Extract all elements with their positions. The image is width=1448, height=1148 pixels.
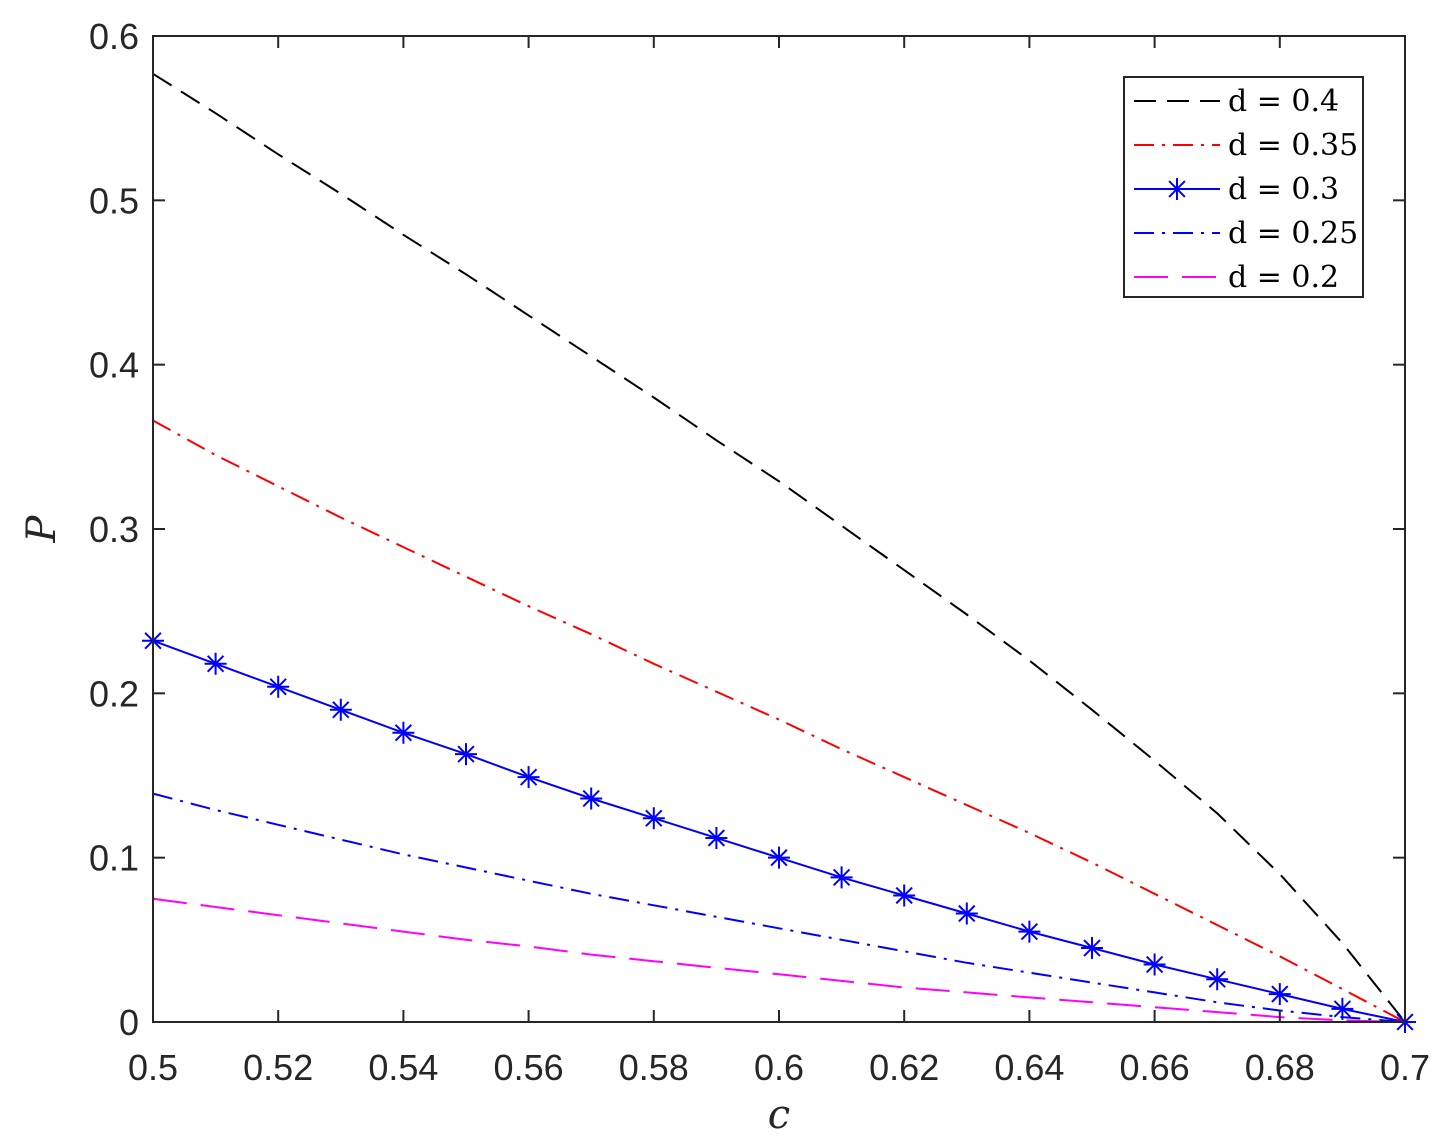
data-point-marker [1268, 983, 1291, 1006]
x-tick-label: 0.6 [754, 1047, 804, 1088]
x-tick-label: 0.54 [368, 1047, 438, 1088]
legend-label: d = 0.2 [1228, 260, 1339, 295]
data-point-marker [455, 743, 477, 766]
legend-box [1123, 76, 1364, 298]
x-tick-label: 0.62 [869, 1047, 939, 1088]
data-point-marker [392, 721, 415, 744]
legend-item: d = 0.3 [1134, 172, 1339, 207]
y-axis-title: P [19, 514, 65, 543]
x-tick-label: 0.64 [994, 1047, 1064, 1088]
data-point-marker [204, 652, 227, 675]
data-point-marker [580, 787, 603, 810]
y-tick-label: 0.5 [89, 180, 139, 221]
legend-label: d = 0.3 [1228, 172, 1339, 207]
legend-item: d = 0.25 [1134, 216, 1358, 251]
legend-marker [1166, 178, 1188, 200]
series-line [152, 897, 1406, 1023]
series-1 [152, 419, 1406, 1023]
y-tick-label: 0.2 [89, 673, 139, 714]
data-point-marker [642, 807, 665, 830]
x-tick-label: 0.52 [243, 1047, 313, 1088]
data-point-marker [267, 675, 290, 698]
series-3 [152, 792, 1406, 1023]
series-2 [142, 629, 1416, 1033]
legend-label: d = 0.25 [1228, 216, 1358, 251]
x-tick-label: 0.68 [1245, 1047, 1315, 1088]
legend: d = 0.4 d = 0.35 d = 0.3 d = 0.25 d = 0.2 [1123, 76, 1364, 298]
x-tick-label: 0.58 [619, 1047, 689, 1088]
series-4 [152, 897, 1406, 1023]
plot-area [142, 72, 1416, 1033]
y-tick-label: 0.3 [89, 509, 139, 550]
legend-item: d = 0.2 [1134, 260, 1339, 295]
data-point-marker [1018, 920, 1041, 943]
data-point-marker [1331, 997, 1354, 1020]
x-tick-label: 0.7 [1380, 1047, 1430, 1088]
series-line [152, 419, 1406, 1023]
data-point-marker [1143, 953, 1166, 976]
data-point-marker [705, 826, 728, 849]
axes-box [152, 35, 1406, 1023]
y-tick-label: 0.4 [89, 345, 139, 386]
legend-item: d = 0.4 [1134, 84, 1339, 119]
series-line [152, 72, 1406, 1023]
x-tick-label: 0.56 [494, 1047, 564, 1088]
legend-item: d = 0.35 [1134, 128, 1358, 163]
legend-label: d = 0.4 [1228, 84, 1339, 119]
data-point-marker [1081, 937, 1103, 960]
legend-label: d = 0.35 [1228, 128, 1358, 163]
data-point-marker [517, 766, 540, 789]
data-point-marker [893, 884, 916, 907]
data-point-marker [768, 846, 790, 869]
tick-labels: 0.5 0.52 0.54 0.56 0.58 0.6 0.62 0.64 0.66 0.68 0.… [89, 16, 1430, 1088]
data-point-marker [830, 866, 853, 889]
y-tick-label: 0 [119, 1002, 139, 1043]
y-tick-label: 0.1 [89, 838, 139, 879]
y-tick-label: 0.6 [89, 16, 139, 57]
x-tick-label: 0.66 [1120, 1047, 1190, 1088]
series-line [152, 792, 1406, 1023]
x-tick-label: 0.5 [128, 1047, 178, 1088]
x-axis-title: c [768, 1092, 790, 1138]
data-point-marker [329, 698, 352, 721]
series-0 [152, 72, 1406, 1023]
data-point-marker [1206, 968, 1229, 991]
data-point-marker [955, 902, 978, 925]
